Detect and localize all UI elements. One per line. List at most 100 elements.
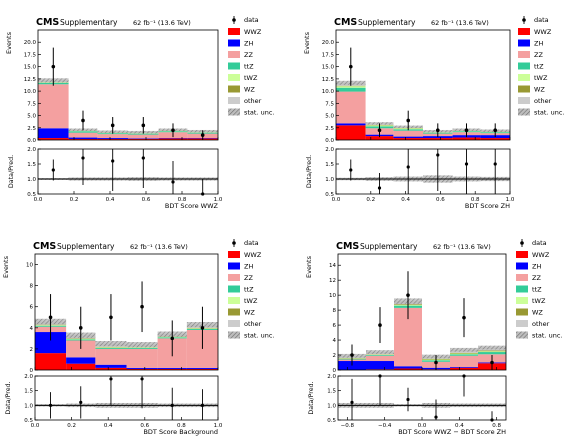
- ratio-axes-frame: [34, 375, 219, 421]
- ratio-y-axis-label: Data/Pred.: [308, 381, 315, 414]
- data-point-bin-6: [200, 133, 205, 137]
- bar-ttz-bin-3: [95, 347, 127, 349]
- data-point-bin-5: [170, 336, 175, 341]
- legend-swatch-wz: [228, 85, 240, 93]
- bar-ttz-bin-1: [336, 87, 366, 92]
- legend-label-wwz: WWZ: [534, 28, 552, 36]
- legend-swatch-stat-unc: [228, 108, 240, 116]
- ratio-point-bin-4: [141, 156, 145, 160]
- y-tick-label: 2.5: [27, 126, 36, 132]
- ratio-point-bin-2: [377, 186, 382, 190]
- cms-label: CMS: [36, 17, 59, 28]
- ratio-y-tick-label: 1.0: [325, 177, 334, 183]
- bar-zh-bin-3: [95, 364, 127, 368]
- x-tick-label: 0.8: [471, 197, 480, 203]
- y-tick-label: 6: [333, 323, 337, 329]
- ratio-point-bin-2: [79, 400, 83, 404]
- stat-unc-band-bin-6: [478, 345, 506, 350]
- ratio-y-tick-label: 0.5: [27, 192, 36, 198]
- data-point-bin-1: [48, 315, 53, 320]
- x-tick-label: −0.4: [378, 423, 392, 429]
- bar-ttz-bin-4: [128, 133, 159, 135]
- legend-swatch-twz: [228, 74, 240, 81]
- data-point-bin-3: [110, 123, 115, 128]
- ratio-point-bin-1: [350, 400, 354, 404]
- bar-wwz-bin-2: [365, 136, 394, 140]
- y-tick-label: 4: [30, 326, 34, 332]
- bar-wwz-bin-2: [66, 363, 96, 370]
- x-tick-label: 0.4: [455, 423, 464, 429]
- ratio-axes-frame: [335, 148, 511, 195]
- main-axes-frame: [34, 253, 219, 371]
- ratio-y-tick-label: 2.0: [24, 374, 33, 380]
- legend-swatch-other: [228, 320, 240, 327]
- ratio-point-bin-5: [170, 403, 174, 407]
- x-axis-label: BDT Score Background: [143, 428, 218, 436]
- cms-label: CMS: [334, 17, 357, 28]
- bar-ttz-bin-6: [478, 352, 506, 355]
- ratio-y-tick-label: 1.0: [24, 403, 33, 409]
- legend-label-zz: ZZ: [244, 274, 253, 282]
- legend-data-marker: [232, 18, 236, 22]
- legend-label-ttz: ttZ: [534, 63, 544, 71]
- legend-label-twz: tWZ: [244, 297, 258, 305]
- y-tick-label: 0: [333, 368, 337, 374]
- main-axes-frame: [335, 29, 511, 141]
- data-point-bin-5: [464, 128, 469, 133]
- bar-twz-bin-4: [126, 347, 158, 348]
- ratio-y-tick-label: 1.5: [24, 389, 33, 395]
- ratio-point-bin-5: [464, 162, 469, 166]
- legend: data WWZ ZH ZZ ttZ tWZ WZ other stat. unc.: [516, 239, 562, 340]
- ratio-y-axis-label: Data/Pred.: [306, 155, 313, 188]
- legend-label-twz: tWZ: [532, 297, 546, 305]
- legend-data-label: data: [244, 239, 259, 247]
- cms-sublabel: Supplementary: [60, 18, 118, 27]
- legend-swatch-twz: [228, 297, 240, 304]
- bar-zz-bin-4: [128, 134, 159, 139]
- x-tick-label: 0.0: [418, 423, 427, 429]
- bar-zh-bin-5: [450, 367, 478, 368]
- bar-wwz-bin-5: [450, 367, 478, 370]
- ratio-y-tick-label: 1.0: [327, 403, 336, 409]
- legend-data-marker: [522, 18, 526, 22]
- y-tick-label: 2: [333, 353, 337, 359]
- x-tick-label: 0.6: [140, 423, 149, 429]
- bar-wwz-bin-1: [38, 138, 69, 140]
- x-tick-label: 0.4: [104, 423, 113, 429]
- ratio-point-bin-6: [493, 162, 497, 166]
- legend-label-wz: WZ: [534, 86, 545, 94]
- bar-wwz-bin-5: [157, 368, 187, 370]
- y-tick-label: 2: [30, 347, 34, 353]
- legend-label-stat-unc: stat. unc.: [532, 332, 562, 340]
- legend-label-ttz: ttZ: [244, 63, 254, 71]
- legend-swatch-wwz: [228, 28, 240, 35]
- ratio-y-axis-label: Data/Pred.: [8, 155, 15, 188]
- y-axis-label: Events: [305, 255, 313, 278]
- y-tick-label: 5.0: [27, 114, 36, 120]
- data-point-bin-2: [78, 326, 83, 330]
- ratio-y-tick-label: 2.0: [27, 147, 36, 153]
- cms-label: CMS: [33, 241, 56, 252]
- data-point-bin-3: [406, 118, 411, 123]
- bar-twz-bin-3: [95, 347, 127, 348]
- bar-wwz-bin-6: [186, 368, 218, 370]
- bar-zh-bin-6: [186, 367, 218, 369]
- x-tick-label: 1.0: [506, 197, 515, 203]
- x-tick-label: 0.8: [177, 423, 186, 429]
- legend-data-label: data: [534, 16, 549, 24]
- x-axis-label: BDT Score WWZ: [165, 202, 219, 210]
- bar-zz-bin-4: [126, 348, 158, 368]
- ratio-y-tick-label: 2.0: [327, 374, 336, 380]
- chart-panel-2: 0.0 2.5 5.0 7.5 10.0 12.5 15.0 17.5 20.0 Events CM…: [303, 16, 564, 210]
- data-point-bin-1: [348, 64, 353, 69]
- legend-label-zh: ZH: [244, 40, 253, 48]
- legend-label-stat-unc: stat. unc.: [534, 109, 564, 117]
- x-tick-label: 1.0: [214, 197, 223, 203]
- bar-wwz-bin-4: [128, 139, 159, 140]
- y-tick-label: 10: [329, 293, 336, 299]
- data-point-bin-4: [434, 360, 438, 365]
- data-point-bin-5: [171, 128, 175, 133]
- bar-ttz-bin-5: [450, 354, 478, 356]
- cms-sublabel: Supplementary: [57, 242, 115, 251]
- ratio-point-bin-1: [51, 168, 55, 172]
